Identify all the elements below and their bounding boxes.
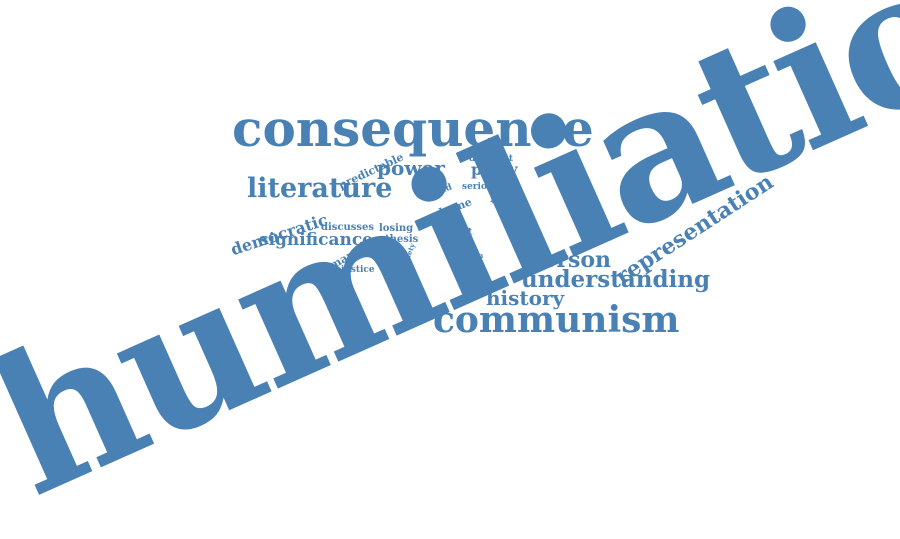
- word-power: power: [377, 156, 445, 180]
- word-losing: losing: [379, 223, 414, 234]
- word-trust: trust: [445, 227, 473, 238]
- word-history: history: [486, 286, 565, 310]
- word-thesis: thesis: [385, 234, 419, 245]
- word-injustice: injustice: [331, 265, 375, 275]
- word-communism: communism: [433, 299, 680, 341]
- word-consequence: consequence: [232, 99, 594, 158]
- word-serious: serious: [462, 182, 499, 192]
- word-victim: victim: [459, 251, 484, 260]
- word-person: person: [527, 247, 612, 273]
- word-literature: literature: [247, 173, 393, 204]
- word-us: us: [447, 220, 454, 226]
- word-different: different: [469, 154, 513, 164]
- word-significance: significance: [259, 230, 373, 250]
- word-discusses: discusses: [321, 222, 375, 233]
- word-party: party: [471, 160, 518, 179]
- word-understanding: understanding: [521, 266, 711, 293]
